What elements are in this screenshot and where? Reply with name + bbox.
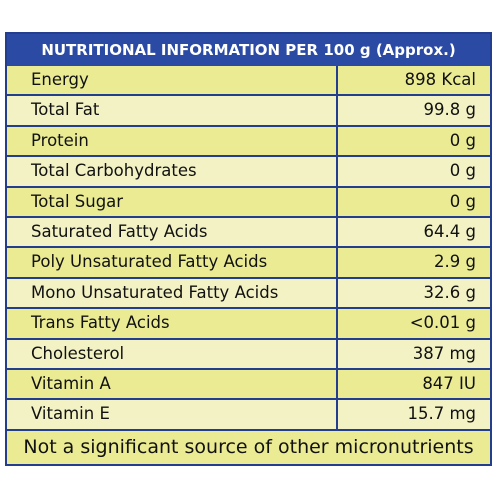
nutrient-value: 387 mg (412, 343, 476, 363)
table-row: Protein 0 g (7, 126, 490, 158)
nutrient-value: 2.9 g (434, 252, 476, 272)
nutrient-value: 0 g (449, 191, 476, 211)
nutrient-value: 99.8 g (423, 100, 476, 120)
nutrient-value: 64.4 g (423, 221, 476, 241)
nutrient-value: 0 g (449, 130, 476, 150)
table-row: Vitamin E 15.7 mg (7, 400, 490, 431)
nutrient-name: Mono Unsaturated Fatty Acids (7, 278, 338, 308)
table-row: Cholesterol 387 mg (7, 339, 490, 370)
table-row: Poly Unsaturated Fatty Acids 2.9 g (7, 248, 490, 279)
nutrient-value: <0.01 g (409, 313, 476, 333)
nutrient-name: Cholesterol (7, 339, 338, 368)
nutrient-rows: Energy 898 Kcal Total Fat 99.8 g Protein… (7, 66, 490, 431)
table-row: Total Fat 99.8 g (7, 96, 490, 127)
nutrient-name: Vitamin A (7, 369, 338, 399)
table-row: Saturated Fatty Acids 64.4 g (7, 217, 490, 249)
nutrient-value: 15.7 mg (407, 404, 476, 424)
nutrient-name: Energy (7, 66, 338, 95)
nutrient-value: 0 g (449, 161, 476, 181)
nutrient-name: Vitamin E (7, 400, 338, 429)
nutrient-value: 847 IU (422, 373, 476, 393)
nutrient-name: Protein (7, 126, 338, 156)
nutrient-name: Trans Fatty Acids (7, 309, 338, 338)
footer-note: Not a significant source of other micron… (7, 431, 490, 464)
nutrient-name: Total Carbohydrates (7, 157, 338, 186)
table-row: Total Carbohydrates 0 g (7, 157, 490, 188)
nutrient-value: 898 Kcal (404, 70, 476, 89)
nutrient-name: Total Sugar (7, 187, 338, 216)
table-row: Trans Fatty Acids <0.01 g (7, 309, 490, 340)
table-row: Total Sugar 0 g (7, 187, 490, 218)
table-row: Mono Unsaturated Fatty Acids 32.6 g (7, 278, 490, 310)
nutrition-table: NUTRITIONAL INFORMATION PER 100 g (Appro… (5, 32, 492, 466)
nutrient-name: Total Fat (7, 96, 338, 125)
nutrient-name: Poly Unsaturated Fatty Acids (7, 248, 338, 277)
table-title: NUTRITIONAL INFORMATION PER 100 g (Appro… (7, 34, 490, 66)
nutrient-value: 32.6 g (423, 282, 476, 302)
nutrient-name: Saturated Fatty Acids (7, 217, 338, 247)
table-row: Energy 898 Kcal (7, 66, 490, 97)
table-row: Vitamin A 847 IU (7, 369, 490, 401)
